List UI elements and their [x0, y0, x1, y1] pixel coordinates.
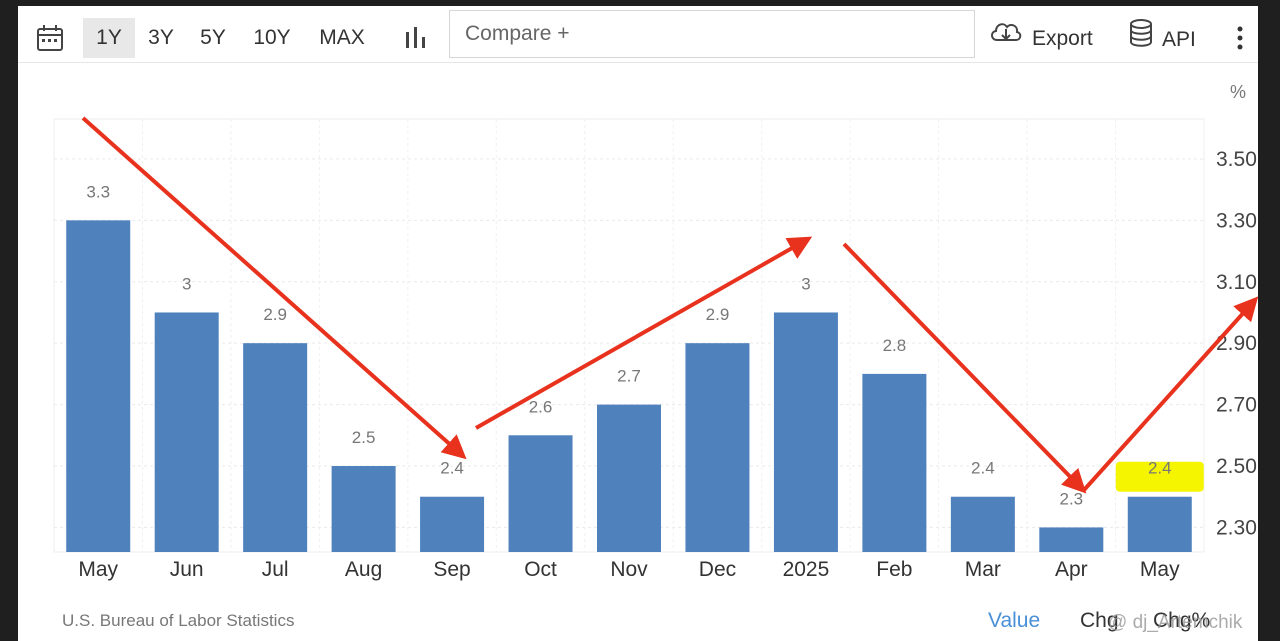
data-label: 2.4	[1148, 459, 1172, 478]
y-tick-label: 2.90	[1216, 332, 1257, 355]
bar	[154, 312, 219, 552]
x-tick-label: Feb	[876, 558, 912, 581]
data-label: 2.5	[352, 428, 376, 447]
y-tick-label: 3.10	[1216, 271, 1257, 294]
range-3y-button[interactable]: 3Y	[148, 26, 174, 49]
trend-arrow	[475, 236, 813, 430]
x-tick-label: Nov	[610, 558, 648, 581]
trend-arrow	[842, 242, 1087, 494]
chart-toolbar: 1Y 3Y 5Y 10Y MAX Export	[18, 6, 1258, 63]
data-label: 3	[801, 274, 810, 293]
x-tick-label: 2025	[783, 558, 830, 581]
range-5y-button[interactable]: 5Y	[200, 26, 226, 49]
trend-arrow	[81, 116, 467, 460]
bar	[508, 435, 573, 552]
y-tick-label: 2.50	[1216, 455, 1257, 478]
bar	[331, 466, 396, 552]
compare-field	[449, 10, 975, 58]
data-label: 2.3	[1059, 489, 1083, 508]
trend-arrow	[1082, 296, 1258, 492]
data-label: 3	[182, 274, 191, 293]
y-tick-label: 3.50	[1216, 148, 1257, 171]
bar	[773, 312, 838, 552]
bar-chart: 3.50 3.30 3.10 2.90 2.70 2.50 2.30% 3.3 May 3 Jun 2…	[53, 82, 1258, 581]
data-label: 2.7	[617, 367, 641, 386]
range-max-button[interactable]: MAX	[319, 26, 365, 49]
export-button[interactable]: Export	[988, 18, 1108, 58]
bar-chart-icon[interactable]	[398, 18, 434, 58]
x-tick-label: Apr	[1055, 558, 1088, 581]
bar	[862, 373, 927, 552]
bar	[243, 343, 308, 552]
data-label: 2.4	[440, 459, 464, 478]
range-10y-button[interactable]: 10Y	[253, 26, 291, 49]
more-vertical-icon[interactable]	[1226, 18, 1254, 58]
x-tick-label: Mar	[965, 558, 1001, 581]
chg-tab[interactable]: Chg	[1080, 609, 1119, 632]
value-tab[interactable]: Value	[988, 609, 1041, 632]
y-tick-label: 2.70	[1216, 394, 1257, 417]
bar	[685, 343, 750, 552]
highlight-marker	[1115, 461, 1204, 492]
data-label: 2.9	[706, 305, 730, 324]
data-label: 2.6	[529, 397, 553, 416]
data-label: 2.9	[263, 305, 287, 324]
range-1y-button[interactable]: 1Y	[83, 18, 135, 58]
bar	[597, 404, 661, 552]
data-source: U.S. Bureau of Labor Statistics	[62, 611, 295, 630]
chg-pct-tab[interactable]: Chg%	[1153, 609, 1211, 632]
bar	[420, 496, 485, 552]
x-tick-label: May	[78, 558, 118, 581]
bar	[66, 220, 131, 552]
x-tick-label: Jul	[262, 558, 289, 581]
api-button[interactable]: API	[1128, 18, 1208, 58]
database-icon	[1128, 18, 1154, 62]
y-tick-label: 3.30	[1216, 209, 1257, 232]
x-tick-label: May	[1140, 558, 1180, 581]
data-label: 2.8	[883, 336, 907, 355]
data-label: 3.3	[86, 182, 110, 201]
data-label: 2.4	[971, 459, 995, 478]
x-tick-label: Sep	[433, 558, 470, 581]
x-tick-label: Dec	[699, 558, 736, 581]
calendar-icon[interactable]	[32, 18, 68, 58]
bar	[1127, 496, 1192, 552]
export-label: Export	[1032, 27, 1093, 50]
compare-input[interactable]	[450, 11, 974, 57]
bar	[1039, 527, 1104, 552]
chart-widget: 1Y 3Y 5Y 10Y MAX Export	[18, 6, 1258, 641]
bar	[950, 496, 1015, 552]
x-tick-label: Jun	[170, 558, 204, 581]
x-tick-label: Oct	[524, 558, 557, 581]
x-tick-label: Aug	[345, 558, 382, 581]
unit-label: %	[1230, 82, 1246, 102]
cloud-download-icon	[988, 18, 1024, 60]
api-label: API	[1162, 28, 1196, 51]
y-tick-label: 2.30	[1216, 516, 1257, 539]
watermark: @ dj_Artemchik	[1108, 612, 1243, 633]
